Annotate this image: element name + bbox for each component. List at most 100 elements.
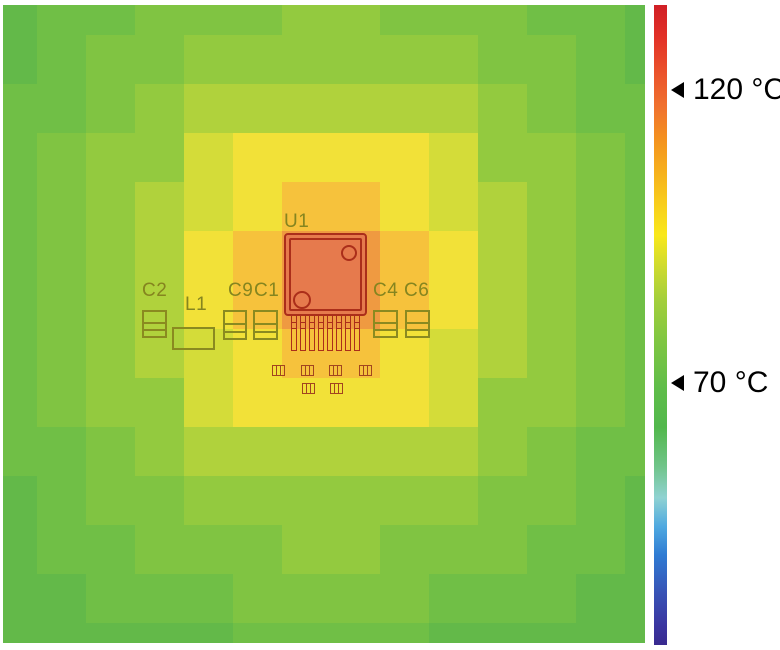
- heatmap-cell: [625, 84, 645, 133]
- heatmap-cell: [478, 378, 527, 427]
- heatmap-cell: [380, 329, 429, 378]
- heatmap-cell: [86, 5, 135, 35]
- heatmap-cell: [233, 329, 282, 378]
- heatmap-cell: [184, 427, 233, 476]
- heatmap-cell: [184, 133, 233, 182]
- heatmap-cell: [331, 182, 380, 231]
- heatmap-cell: [478, 231, 527, 280]
- heatmap-cell: [135, 623, 184, 643]
- heatmap-cell: [86, 329, 135, 378]
- heatmap-cell: [380, 280, 429, 329]
- heatmap-cell: [3, 280, 37, 329]
- heatmap-cell: [184, 574, 233, 623]
- heatmap-cell: [527, 231, 576, 280]
- heatmap-cell: [3, 476, 37, 525]
- heatmap-cell: [86, 427, 135, 476]
- heatmap-cell: [86, 84, 135, 133]
- heatmap-cell: [37, 427, 86, 476]
- heatmap-cell: [331, 280, 380, 329]
- heatmap-cell: [184, 280, 233, 329]
- heatmap-cell: [331, 427, 380, 476]
- marker-label: 120 °C: [693, 73, 780, 106]
- heatmap-cell: [527, 84, 576, 133]
- heatmap-cell: [3, 329, 37, 378]
- heatmap-cell: [429, 280, 478, 329]
- heatmap-cell: [478, 35, 527, 84]
- heatmap-cell: [282, 182, 331, 231]
- heatmap-cell: [37, 476, 86, 525]
- heatmap-cell: [331, 525, 380, 574]
- heatmap-cell: [282, 476, 331, 525]
- heatmap-cell: [576, 623, 625, 643]
- heatmap-cell: [527, 623, 576, 643]
- heatmap-cell: [429, 329, 478, 378]
- heatmap-cell: [233, 427, 282, 476]
- heatmap-cell: [625, 329, 645, 378]
- heatmap-cell: [3, 35, 37, 84]
- heatmap-cell: [527, 5, 576, 35]
- heatmap-cell: [429, 476, 478, 525]
- heatmap-cell: [380, 35, 429, 84]
- heatmap-cell: [527, 280, 576, 329]
- heatmap-cell: [3, 133, 37, 182]
- heatmap-cell: [86, 133, 135, 182]
- heatmap-cell: [184, 476, 233, 525]
- heatmap-cell: [331, 476, 380, 525]
- colorbar-marker-70c: 70 °C: [671, 368, 768, 398]
- heatmap-cell: [527, 35, 576, 84]
- heatmap-cell: [37, 5, 86, 35]
- heatmap-cell: [625, 623, 645, 643]
- marker-triangle-icon: [671, 82, 684, 98]
- heatmap-cell: [478, 280, 527, 329]
- heatmap-cell: [625, 280, 645, 329]
- heatmap-cell: [429, 623, 478, 643]
- heatmap-cell: [282, 378, 331, 427]
- heatmap-cell: [625, 378, 645, 427]
- heatmap-cell: [331, 378, 380, 427]
- heatmap-cell: [135, 378, 184, 427]
- heatmap-cell: [3, 182, 37, 231]
- heatmap-cell: [135, 574, 184, 623]
- heatmap-cell: [233, 574, 282, 623]
- heatmap-cell: [331, 5, 380, 35]
- heatmap-cell: [135, 525, 184, 574]
- heatmap-cell: [527, 427, 576, 476]
- heatmap-cell: [429, 5, 478, 35]
- heatmap-cell: [576, 329, 625, 378]
- heatmap-cell: [184, 525, 233, 574]
- heatmap-cell: [184, 5, 233, 35]
- heatmap-cell: [86, 182, 135, 231]
- heatmap-cell: [37, 623, 86, 643]
- heatmap-cell: [184, 378, 233, 427]
- heatmap-cell: [3, 525, 37, 574]
- heatmap-cell: [37, 574, 86, 623]
- heatmap-cell: [233, 35, 282, 84]
- heatmap-cell: [625, 427, 645, 476]
- heatmap-cell: [429, 133, 478, 182]
- heatmap-cell: [429, 525, 478, 574]
- heatmap-cell: [625, 133, 645, 182]
- heatmap-cell: [429, 182, 478, 231]
- heatmap-cell: [86, 280, 135, 329]
- heatmap-cell: [527, 574, 576, 623]
- heatmap-cell: [527, 378, 576, 427]
- heatmap-cell: [331, 329, 380, 378]
- heatmap-cell: [233, 476, 282, 525]
- heatmap-cell: [576, 280, 625, 329]
- heatmap-cell: [282, 574, 331, 623]
- marker-triangle-icon: [671, 375, 684, 391]
- heatmap-cell: [282, 35, 331, 84]
- heatmap-cell: [135, 84, 184, 133]
- heatmap-cell: [233, 280, 282, 329]
- heatmap-cell: [86, 476, 135, 525]
- thermal-heatmap-grid: [3, 5, 645, 643]
- heatmap-cell: [429, 574, 478, 623]
- heatmap-cell: [478, 623, 527, 643]
- heatmap-cell: [233, 231, 282, 280]
- heatmap-cell: [37, 231, 86, 280]
- heatmap-cell: [3, 5, 37, 35]
- heatmap-cell: [135, 329, 184, 378]
- heatmap-cell: [282, 329, 331, 378]
- heatmap-cell: [576, 182, 625, 231]
- heatmap-cell: [478, 133, 527, 182]
